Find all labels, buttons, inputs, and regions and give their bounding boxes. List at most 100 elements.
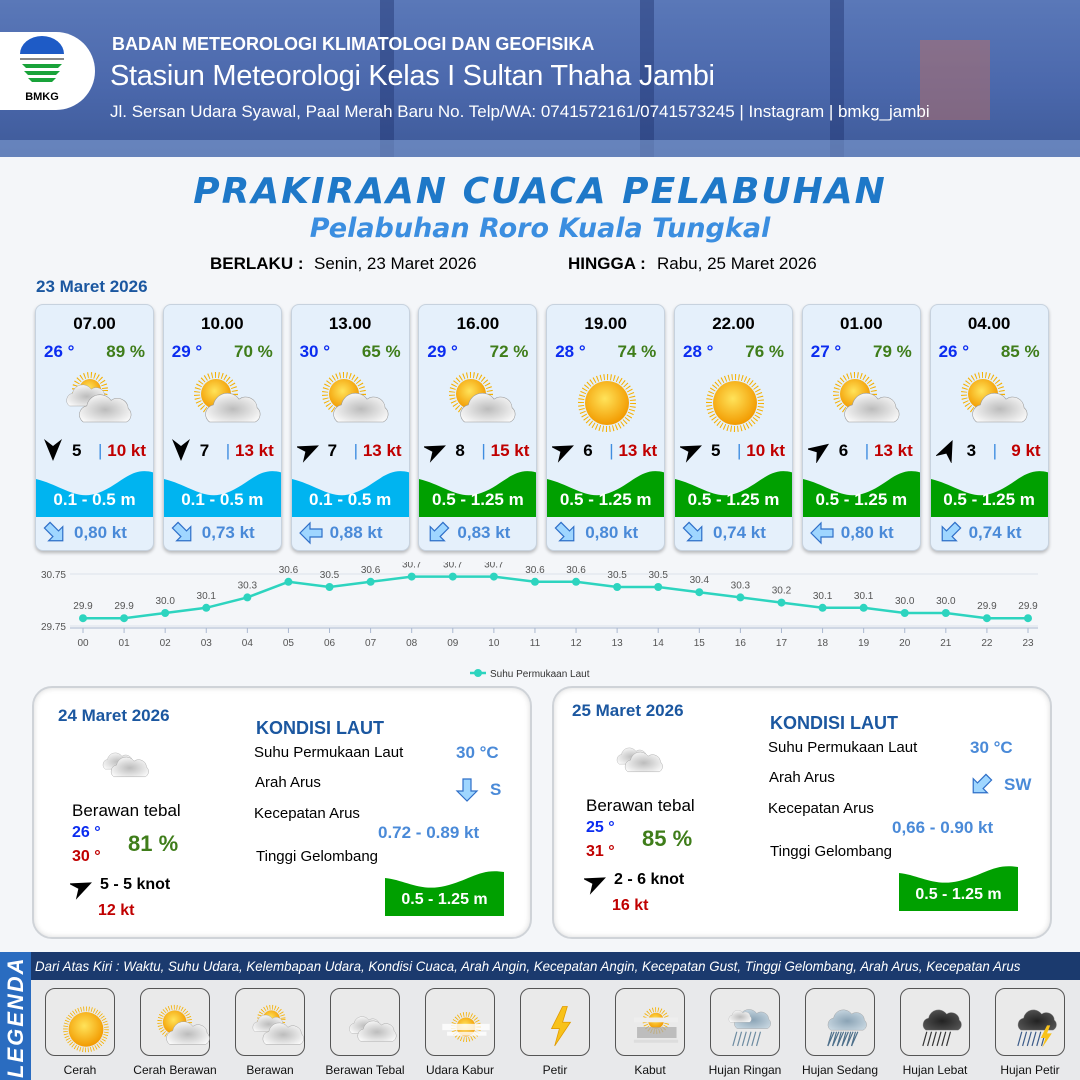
legend-label: Hujan Petir: [1000, 1063, 1060, 1077]
gust-speed: 16 kt: [612, 897, 649, 914]
wind-direction-arrow-icon: [169, 437, 193, 463]
current-speed: 0,88 kt: [329, 523, 383, 542]
data-point: [859, 603, 868, 612]
data-point: [654, 583, 663, 591]
wind-speed: 5: [711, 441, 721, 460]
legend-item-hujan-ringan: [710, 988, 780, 1056]
legend-label: Hujan Sedang: [801, 1063, 879, 1077]
legend-label: Kabut: [634, 1063, 666, 1077]
weather-condition: Berawan tebal: [586, 796, 695, 815]
wave-height: 0.5 - 1.25 m: [401, 891, 488, 908]
sea-condition-title: KONDISI LAUT: [770, 713, 898, 733]
forecast-card: 04.00 26 ° 85 % 3 | 9 kt 0.5 - 1.25 m 0,…: [929, 304, 1049, 551]
x-tick-label: 17: [776, 638, 788, 649]
x-tick-label: 14: [653, 638, 665, 649]
wave-height: 0.5 - 1.25 m: [432, 490, 524, 509]
wave-height: 0.5 - 1.25 m: [559, 490, 652, 509]
cerah-berawan-icon: [825, 367, 901, 433]
data-label: 30.3: [731, 580, 751, 591]
sst-label: Suhu Permukaan Laut: [254, 744, 404, 761]
current-direction: SW: [1004, 775, 1032, 794]
humidity: 79 %: [873, 342, 912, 361]
data-point: [284, 577, 293, 586]
current-direction-arrow-icon: [425, 520, 451, 546]
humidity: 85 %: [1000, 342, 1040, 361]
divider: |: [609, 441, 614, 460]
berawan-icon: [241, 994, 304, 1050]
data-label: 30.5: [607, 570, 627, 581]
gust-speed: 10 kt: [746, 441, 785, 460]
x-tick-label: 04: [242, 638, 254, 649]
current-speed-label: Kecepatan Arus: [254, 805, 360, 822]
cerah-berawan-icon: [186, 367, 262, 433]
air-temperature: 28 °: [683, 342, 714, 361]
legend-item-berawan: [235, 988, 305, 1056]
station-name: Stasiun Meteorologi Kelas I Sultan Thaha…: [110, 60, 715, 92]
x-tick-label: 16: [735, 638, 747, 649]
wave-icon: [899, 866, 1018, 911]
svg-text:BMKG: BMKG: [25, 91, 59, 103]
legend-label: Cerah: [63, 1063, 97, 1077]
page-title: PRAKIRAAN CUACA PELABUHAN: [193, 171, 887, 212]
data-label: 30.5: [648, 570, 668, 581]
valid-from-label: BERLAKU :: [210, 254, 304, 273]
air-temperature: 27 °: [810, 342, 842, 361]
data-label: 29.9: [977, 601, 997, 612]
x-tick-label: 09: [447, 638, 459, 649]
x-tick-label: 23: [1022, 638, 1034, 649]
data-label: 30.7: [443, 562, 463, 571]
hujan-ringan-icon: [716, 994, 776, 1050]
current-direction-arrow-icon: [681, 520, 707, 546]
cerah-berawan-icon: [146, 994, 210, 1050]
humidity: 72 %: [489, 342, 529, 361]
forecast-time: 10.00: [201, 314, 244, 333]
current-speed: 0,83 kt: [457, 523, 511, 542]
wave-icon: [419, 471, 537, 517]
data-label: 29.9: [1018, 601, 1038, 612]
data-label: 30.6: [566, 565, 586, 576]
data-point: [243, 593, 252, 602]
wind-speed: 6: [838, 441, 849, 460]
x-tick-label: 01: [119, 638, 131, 649]
hujan-sedang-icon: [811, 994, 871, 1050]
current-direction-arrow-icon: [809, 520, 835, 546]
data-point: [900, 609, 909, 617]
data-point: [120, 614, 129, 623]
x-tick-label: 10: [488, 638, 500, 649]
cerah-berawan-icon: [441, 367, 517, 433]
wave-icon: [385, 871, 504, 916]
forecast-time: 16.00: [456, 314, 500, 333]
forecast-card: 10.00 29 ° 70 % 7 | 13 kt 0.1 - 0.5 m 0,…: [162, 304, 282, 551]
data-point: [202, 603, 211, 612]
data-point: [79, 614, 87, 623]
forecast-time: 19.00: [584, 314, 627, 333]
current-direction-label: Arah Arus: [255, 774, 321, 791]
berawan-icon: [58, 367, 134, 433]
wind-speed: 6: [583, 441, 593, 460]
temp-max: 30 °: [72, 848, 101, 865]
data-point: [407, 572, 416, 581]
forecast-card: 13.00 30 ° 65 % 7 | 13 kt 0.1 - 0.5 m 0,…: [290, 304, 410, 551]
x-tick-label: 08: [406, 638, 418, 649]
air-temperature: 26 °: [938, 342, 970, 361]
hujan-lebat-icon: [906, 994, 966, 1050]
data-point: [941, 609, 950, 617]
divider: |: [864, 441, 870, 460]
data-label: 30.6: [279, 565, 299, 576]
current-direction-arrow-icon: [553, 520, 579, 546]
y-tick-label: 30.75: [41, 570, 66, 581]
data-point: [572, 577, 581, 586]
data-point: [1024, 614, 1032, 623]
x-tick-label: 21: [940, 638, 952, 649]
legend-label: Berawan Tebal: [325, 1063, 405, 1077]
data-label: 30.4: [690, 575, 710, 586]
wave-height: 0.1 - 0.5 m: [53, 490, 136, 509]
current-direction-label: Arah Arus: [769, 769, 835, 786]
x-tick-label: 19: [858, 638, 870, 649]
data-point: [818, 603, 827, 612]
x-tick-label: 13: [612, 638, 624, 649]
wave-icon: [675, 471, 792, 517]
data-label: 30.5: [320, 570, 340, 581]
legend-label: Udara Kabur: [425, 1063, 495, 1077]
wind-direction-arrow-icon: [805, 437, 832, 464]
